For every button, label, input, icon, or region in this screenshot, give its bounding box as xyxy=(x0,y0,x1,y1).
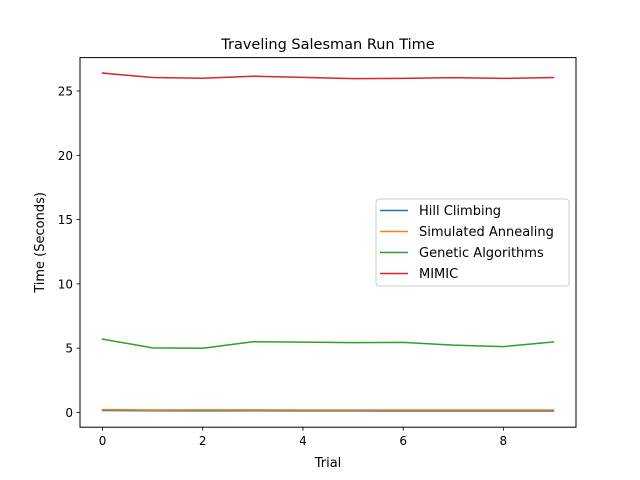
y-axis-ticks: 0 5 10 15 20 25 xyxy=(58,85,80,420)
y-tick-label: 0 xyxy=(65,406,73,420)
x-tick-label: 2 xyxy=(199,434,207,448)
legend: Hill Climbing Simulated Annealing Genetic … xyxy=(375,198,570,287)
series-line-0 xyxy=(101,409,555,412)
chart-title: Traveling Salesman Run Time xyxy=(220,37,435,53)
x-tick-label: 0 xyxy=(99,434,107,448)
series-layer xyxy=(101,72,555,412)
x-axis-label: Trial xyxy=(314,456,342,471)
y-tick-label: 5 xyxy=(65,342,73,356)
plot-frame xyxy=(79,57,577,428)
x-tick-label: 4 xyxy=(299,434,307,448)
x-tick-label: 6 xyxy=(399,434,407,448)
y-tick-label: 25 xyxy=(58,85,73,99)
legend-label-0: Hill Climbing xyxy=(419,204,501,219)
legend-frame xyxy=(375,198,570,287)
series-line-3 xyxy=(101,72,555,80)
y-tick-label: 10 xyxy=(58,277,73,291)
x-axis-ticks: 0 2 4 6 8 xyxy=(99,427,507,448)
legend-label-2: Genetic Algorithms xyxy=(419,246,544,261)
legend-label-1: Simulated Annealing xyxy=(419,225,554,240)
series-line-2 xyxy=(101,338,555,350)
legend-label-3: MIMIC xyxy=(419,267,458,282)
y-axis-label: Time (Seconds) xyxy=(33,192,48,294)
x-tick-label: 8 xyxy=(500,434,508,448)
y-tick-label: 15 xyxy=(58,213,73,227)
y-tick-label: 20 xyxy=(58,149,73,163)
